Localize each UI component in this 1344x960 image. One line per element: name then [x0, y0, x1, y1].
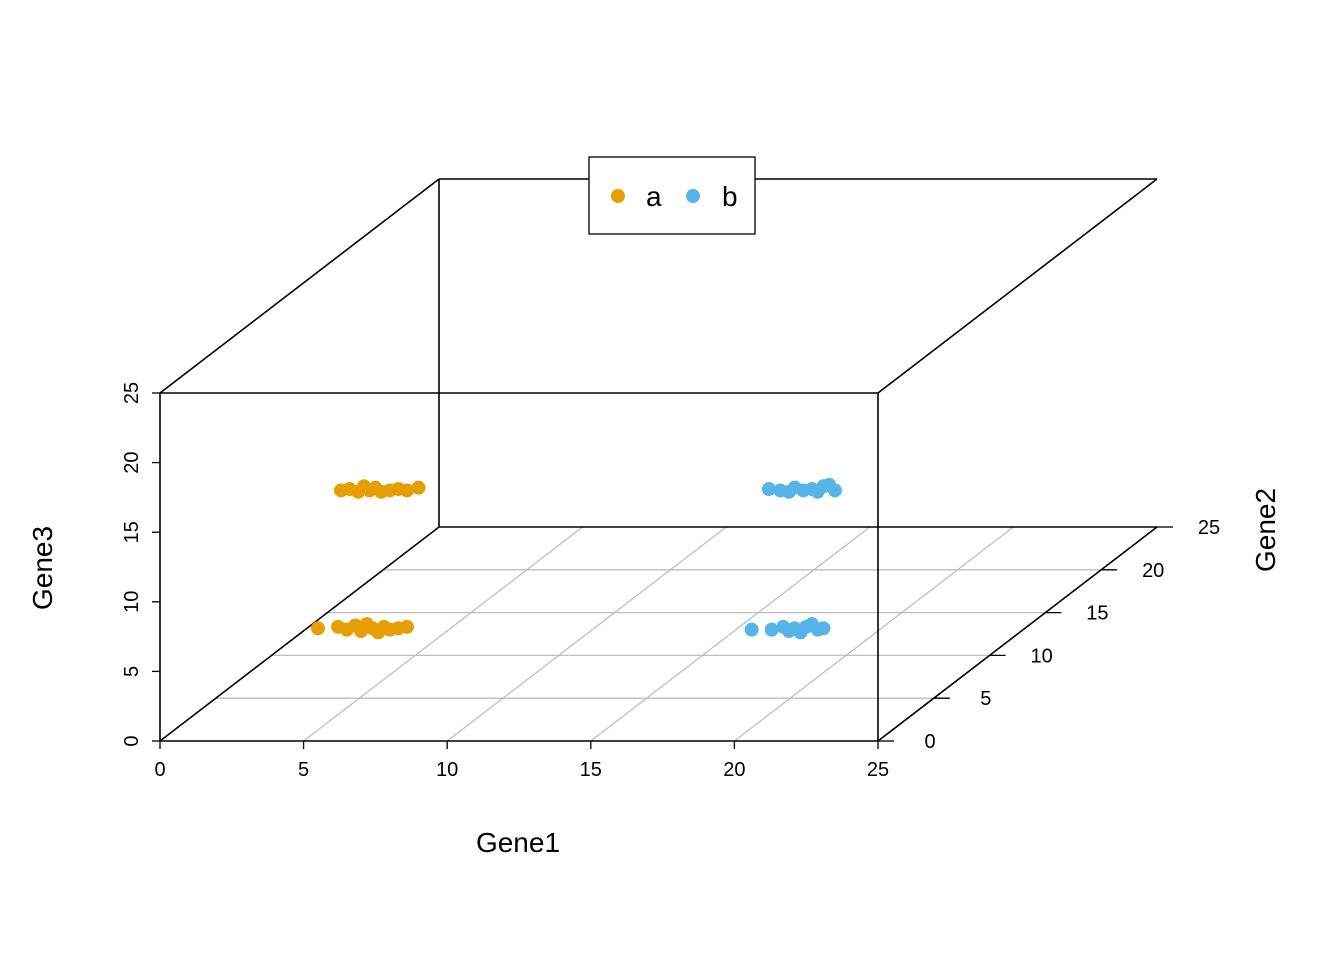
legend-label-a: a: [646, 181, 662, 212]
point-a: [411, 480, 426, 495]
y-tick-label: 10: [1030, 645, 1052, 667]
data-points: [310, 477, 842, 640]
y-tick-label: 25: [1198, 517, 1220, 539]
box-edge: [159, 178, 440, 394]
z-tick-label: 5: [121, 666, 143, 677]
z-tick-label: 10: [121, 591, 143, 613]
point-b: [827, 483, 842, 498]
grid-line-x: [303, 526, 583, 742]
box-edge: [877, 178, 1158, 394]
box-edge: [877, 526, 1158, 742]
z-tick-label: 20: [121, 451, 143, 473]
z-axis-title: Gene3: [27, 526, 58, 610]
grid-line-x: [446, 526, 727, 742]
legend: a b: [588, 156, 756, 235]
x-tick-label: 15: [580, 759, 602, 781]
y-tick-label: 15: [1086, 603, 1108, 625]
y-tick-label: 20: [1142, 560, 1164, 582]
point-b: [764, 622, 779, 637]
plot-box: [159, 178, 1158, 742]
z-tick-label: 25: [121, 382, 143, 404]
x-tick-label: 25: [867, 759, 889, 781]
z-tick-label: 0: [121, 735, 143, 746]
axis-ticks: 0 5 10 15 20 25 0 5 10 15 20 25 0 5 10 15 20 25: [121, 382, 1220, 781]
floor-grid: [215, 526, 1102, 742]
x-tick-label: 5: [298, 759, 309, 781]
y-tick-label: 0: [924, 731, 935, 753]
y-tick-label: 5: [980, 688, 991, 710]
point-a: [310, 621, 325, 636]
point-a: [399, 619, 414, 634]
z-tick-label: 15: [121, 521, 143, 543]
legend-marker-b: [686, 189, 700, 203]
x-tick-label: 20: [723, 759, 745, 781]
point-a: [399, 483, 414, 498]
point-b: [761, 482, 776, 497]
x-tick-label: 10: [436, 759, 458, 781]
point-b: [744, 622, 759, 637]
box-edge: [159, 526, 440, 742]
grid-line-x: [590, 526, 871, 742]
point-b: [816, 621, 831, 636]
x-axis-title: Gene1: [476, 827, 560, 858]
legend-marker-a: [611, 189, 625, 203]
grid-line-x: [734, 526, 1014, 742]
x-tick-label: 0: [154, 759, 165, 781]
legend-label-b: b: [722, 181, 738, 212]
y-axis-title: Gene2: [1250, 488, 1281, 572]
